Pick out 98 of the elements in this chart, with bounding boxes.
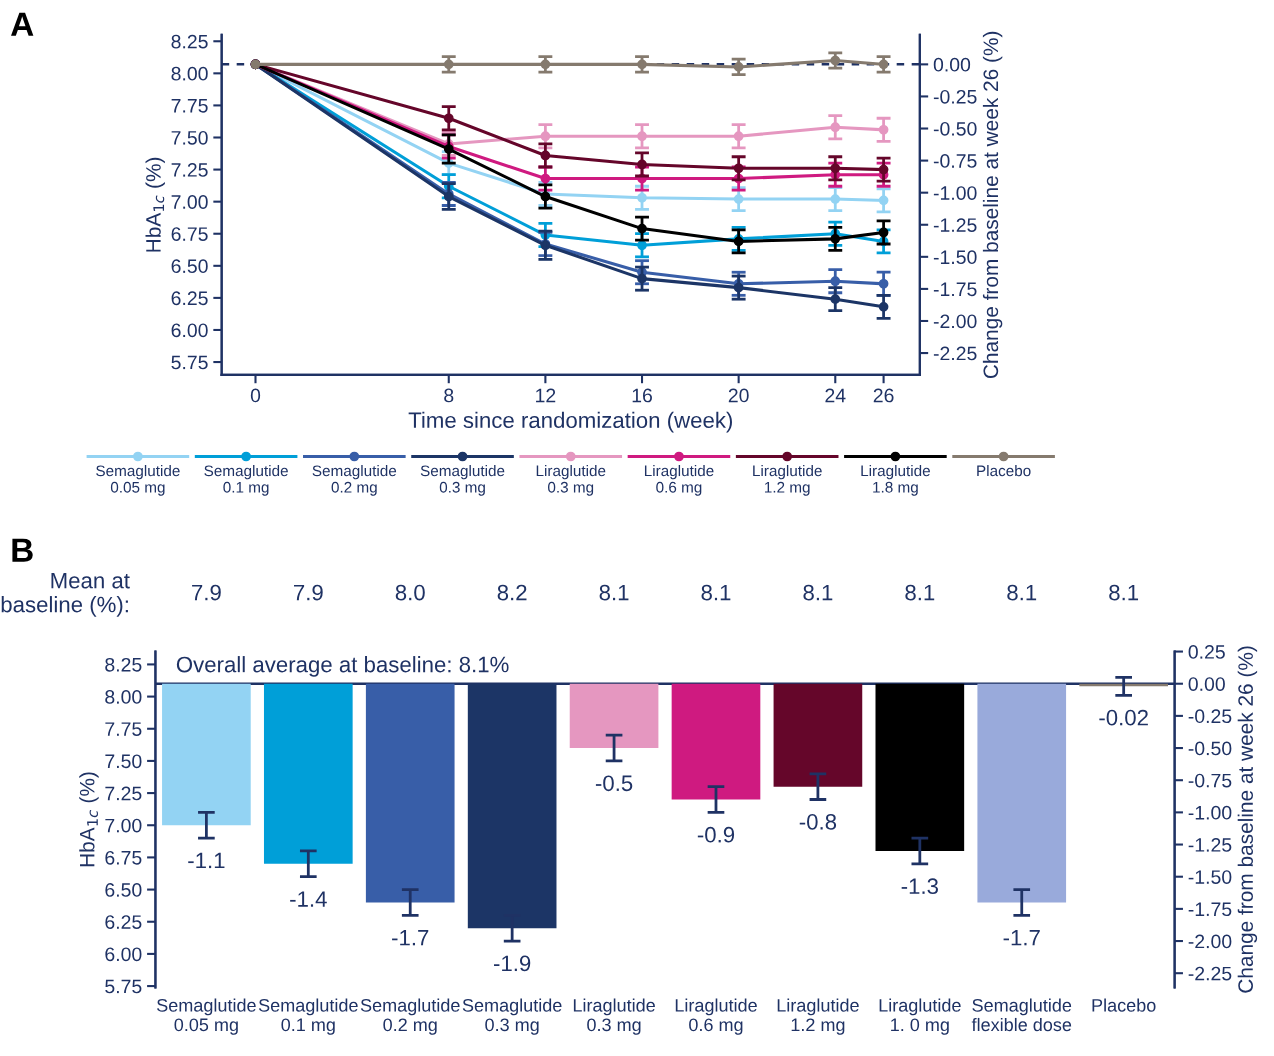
- chart-title: A: [11, 12, 34, 36]
- y-tick-label: 6.50: [171, 259, 208, 274]
- y-axis-title: HbA$_{1c}$ (%): [145, 157, 165, 252]
- y-tick-label: 7.25: [171, 163, 208, 177]
- y2-tick-label: -0.25: [1188, 709, 1232, 724]
- y-tick-label: 7.75: [171, 99, 208, 113]
- data-label: -1.4: [290, 891, 327, 907]
- y-tick-label: 8.25: [171, 34, 208, 49]
- x-tick-label: Placebo: [1092, 998, 1156, 1012]
- legend-label: Placebo: [977, 464, 1031, 477]
- x-tick-label: 20: [728, 388, 749, 403]
- y-axis-title: HbA$_{1c}$ (%): [79, 772, 99, 867]
- text: 8.0: [395, 584, 425, 601]
- y2-tick-label: -1.50: [1188, 870, 1232, 884]
- y2-tick-label: -1.50: [933, 250, 977, 265]
- legend-label: Liraglutide 0.3 mg: [536, 464, 606, 496]
- legend-label: Semaglutide 0.3 mg: [420, 464, 505, 496]
- y2-tick-label: -2.00: [1188, 934, 1232, 949]
- text: Mean at baseline (%):: [1, 572, 130, 617]
- text: 7.9: [294, 584, 323, 601]
- y2-tick-label: -0.50: [1188, 741, 1232, 756]
- y-tick-label: 6.50: [105, 883, 142, 897]
- y2-tick-label: -1.75: [933, 282, 977, 297]
- x-tick-label: Semaglutide flexible dose: [971, 998, 1072, 1032]
- x-tick-label: 24: [825, 388, 846, 403]
- data-label: -1.9: [493, 955, 531, 972]
- x-tick-label: Semaglutide 0.1 mg: [258, 998, 358, 1035]
- y2-tick-label: 0.00: [1188, 677, 1225, 691]
- y2-tick-label: -1.25: [1188, 838, 1232, 852]
- x-tick-label: Semaglutide 0.05 mg: [157, 998, 256, 1035]
- y-tick-label: 5.75: [105, 979, 142, 994]
- legend-label: Liraglutide 0.6 mg: [644, 464, 714, 496]
- x-axis-title: Time since randomization (week): [408, 411, 732, 433]
- y-tick-label: 6.75: [105, 850, 142, 865]
- x-tick-label: Liraglutide 0.6 mg: [675, 998, 757, 1035]
- text: 8.2: [497, 584, 527, 601]
- y-tick-label: 6.25: [105, 915, 142, 929]
- data-label: -1.1: [188, 852, 225, 869]
- y2-tick-label: -1.00: [933, 186, 977, 200]
- data-label: -0.02: [1099, 709, 1148, 726]
- y-tick-label: 6.25: [171, 291, 208, 306]
- y-tick-label: 7.50: [171, 130, 208, 145]
- data-label: -0.5: [595, 775, 633, 792]
- ref-line-label: Overall average at baseline: 8.1%: [176, 656, 509, 677]
- x-tick-label: 26: [873, 388, 894, 403]
- text: 8.1: [701, 584, 731, 601]
- y-tick-label: 7.25: [105, 786, 142, 801]
- y-tick-label: 6.00: [105, 947, 142, 962]
- x-tick-label: 12: [536, 388, 556, 403]
- y2-tick-label: -2.00: [933, 314, 977, 329]
- y2-tick-label: -1.75: [1188, 902, 1232, 917]
- text: 8.1: [803, 584, 833, 601]
- legend-label: Semaglutide 0.05 mg: [96, 464, 180, 496]
- x-tick-label: 16: [632, 388, 652, 403]
- y2-tick-label: -1.25: [933, 218, 977, 232]
- data-label: -0.8: [799, 813, 837, 830]
- text: 8.1: [1007, 584, 1037, 601]
- x-tick-label: Liraglutide 0.3 mg: [573, 998, 655, 1035]
- x-tick-label: Semaglutide 0.3 mg: [462, 998, 562, 1035]
- y2-axis-title: Change from baseline at week 26 (%): [982, 31, 1003, 379]
- y2-tick-label: 0.25: [1188, 645, 1225, 659]
- y-tick-label: 7.00: [105, 818, 142, 833]
- x-tick-label: Semaglutide 0.2 mg: [360, 998, 460, 1035]
- y2-tick-label: -2.25: [933, 346, 977, 361]
- y-tick-label: 8.25: [105, 657, 142, 672]
- y2-tick-label: -0.75: [1188, 773, 1232, 788]
- data-label: -1.7: [1003, 930, 1040, 946]
- x-tick-label: 8: [444, 388, 454, 403]
- data-label: -0.9: [697, 826, 735, 843]
- chart-title: B: [12, 538, 33, 562]
- y2-axis-title: Change from baseline at week 26 (%): [1237, 646, 1258, 993]
- y-tick-label: 6.75: [171, 227, 208, 241]
- y-tick-label: 8.00: [171, 66, 208, 81]
- text: 8.1: [599, 584, 629, 601]
- legend-label: Liraglutide 1.8 mg: [861, 464, 930, 496]
- x-tick-label: Liraglutide 1.2 mg: [777, 998, 859, 1035]
- y-tick-label: 8.00: [105, 690, 142, 704]
- y-tick-label: 5.75: [171, 355, 208, 370]
- text: 8.1: [1109, 584, 1139, 601]
- x-tick-label: Liraglutide 1. 0 mg: [879, 998, 961, 1035]
- text: 8.1: [905, 584, 935, 601]
- y-tick-label: 6.00: [171, 323, 208, 338]
- y-tick-label: 7.00: [171, 195, 208, 209]
- y2-tick-label: -0.50: [933, 121, 977, 136]
- y2-tick-label: 0.00: [933, 57, 971, 72]
- legend-label: Liraglutide 1.2 mg: [753, 464, 822, 496]
- y2-tick-label: -1.00: [1188, 805, 1232, 820]
- data-label: -1.7: [392, 930, 429, 946]
- x-tick-label: 0: [250, 388, 261, 403]
- y-tick-label: 7.50: [105, 754, 142, 769]
- legend-label: Semaglutide 0.2 mg: [312, 464, 397, 496]
- y2-tick-label: -0.75: [933, 154, 977, 168]
- y2-tick-label: -0.25: [933, 89, 977, 104]
- legend-label: Semaglutide 0.1 mg: [204, 464, 288, 496]
- text: 7.9: [192, 584, 221, 601]
- y2-tick-label: -2.25: [1188, 966, 1232, 981]
- data-label: -1.3: [901, 878, 938, 895]
- y-tick-label: 7.75: [105, 722, 142, 736]
